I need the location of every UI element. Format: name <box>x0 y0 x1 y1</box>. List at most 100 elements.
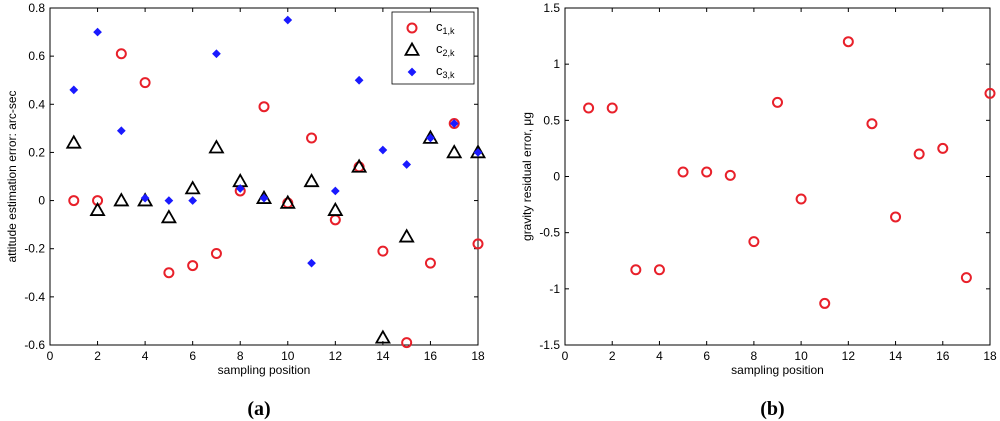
x-tick-label: 18 <box>471 349 485 363</box>
data-point <box>473 148 483 157</box>
x-tick-label: 12 <box>842 349 856 363</box>
data-point <box>472 238 484 250</box>
data-point <box>208 139 225 154</box>
data-point <box>724 169 736 181</box>
data-point <box>140 193 150 203</box>
data-point <box>65 134 82 149</box>
legend-marker <box>406 22 418 34</box>
chart-panel-a: 0 2 4 6 8 10 12 14 16 18 -0.6 -0.4 -0.2 0 0.2 0.4 0.6 0.8… <box>5 1 487 420</box>
data-point <box>402 160 412 169</box>
data-point <box>306 132 318 144</box>
series-3,k <box>69 15 483 268</box>
data-point <box>283 15 293 25</box>
x-tick-label: 18 <box>983 349 997 363</box>
x-tick-label: 8 <box>237 349 244 363</box>
data-point <box>960 272 972 284</box>
y-tick-label: 0.2 <box>28 145 45 159</box>
x-tick-label: 6 <box>189 349 196 363</box>
y-tick-label: 0.4 <box>28 97 45 111</box>
data-point <box>653 264 665 276</box>
y-axis-label: gravity residual error, μg <box>520 112 534 241</box>
data-point <box>842 36 854 48</box>
legend-box <box>391 11 475 85</box>
x-tick-label: 14 <box>889 349 903 363</box>
data-point <box>772 96 783 108</box>
x-tick-label: 8 <box>751 349 758 363</box>
series-1,k <box>68 48 484 349</box>
x-axis-label: sampling position <box>731 363 824 377</box>
series-2,k <box>65 129 487 344</box>
data-point <box>701 166 713 178</box>
y-tick-label: 0.8 <box>28 1 45 15</box>
data-point <box>307 258 316 268</box>
data-point <box>210 248 222 260</box>
data-point <box>139 77 151 89</box>
data-point <box>116 126 126 136</box>
x-tick-label: 10 <box>794 349 808 363</box>
data-point <box>913 148 925 160</box>
plot-frame <box>49 7 479 346</box>
y-tick-label: 0 <box>38 194 45 208</box>
y-tick-label: 1 <box>553 57 560 71</box>
x-tick-label: 16 <box>424 349 438 363</box>
x-tick-label: 14 <box>376 349 390 363</box>
data-point <box>377 245 389 257</box>
data-point <box>93 27 102 37</box>
y-tick-label: -0.5 <box>539 226 560 240</box>
legend: c1,kc2,kc3,k <box>391 11 475 85</box>
x-tick-label: 12 <box>329 349 343 363</box>
data-point <box>401 337 413 349</box>
chart-panel-b: 0 2 4 6 8 10 12 14 16 18 -1.5 -1 -0.5 0 0.5 1 1.5 samplin… <box>520 1 997 420</box>
plot-frame <box>564 7 991 346</box>
panel-label: (b) <box>760 398 784 420</box>
data-point <box>795 193 807 205</box>
data-point <box>630 264 642 276</box>
data-point <box>330 186 340 196</box>
series-0 <box>583 36 996 309</box>
data-point <box>212 49 221 59</box>
data-point <box>426 133 435 143</box>
data-point <box>424 257 436 269</box>
data-point <box>354 75 364 85</box>
y-tick-label: -0.6 <box>24 338 45 352</box>
data-point <box>984 87 996 99</box>
data-point <box>606 102 618 114</box>
data-point <box>279 194 296 209</box>
x-tick-label: 2 <box>609 349 616 363</box>
data-point <box>187 260 199 272</box>
data-point <box>677 166 689 178</box>
data-point <box>89 201 106 216</box>
data-point <box>374 329 391 344</box>
data-point <box>327 201 344 216</box>
data-point <box>748 236 760 248</box>
data-point <box>303 173 320 188</box>
y-tick-label: -1 <box>549 282 560 296</box>
data-point <box>448 118 460 130</box>
x-axis-label: sampling position <box>218 363 311 377</box>
data-point <box>235 184 245 193</box>
data-point <box>184 180 201 195</box>
data-point <box>68 195 80 207</box>
data-point <box>258 101 270 113</box>
y-tick-label: -0.2 <box>24 242 45 256</box>
data-point <box>583 102 595 114</box>
data-point <box>351 158 368 173</box>
y-tick-label: 0.5 <box>543 113 560 127</box>
x-tick-label: 0 <box>562 349 569 363</box>
data-point <box>69 85 79 95</box>
panel-label: (a) <box>247 398 270 420</box>
x-tick-label: 4 <box>656 349 663 363</box>
data-point <box>113 192 130 207</box>
y-tick-label: 1.5 <box>543 1 560 15</box>
data-point <box>259 193 269 203</box>
data-point <box>160 209 177 224</box>
x-tick-label: 4 <box>142 349 149 363</box>
data-point <box>398 228 415 243</box>
data-point <box>446 144 463 159</box>
legend-marker <box>403 41 421 56</box>
x-tick-label: 6 <box>703 349 710 363</box>
x-tick-label: 16 <box>936 349 950 363</box>
y-tick-label: -1.5 <box>539 338 560 352</box>
data-point <box>329 214 341 226</box>
